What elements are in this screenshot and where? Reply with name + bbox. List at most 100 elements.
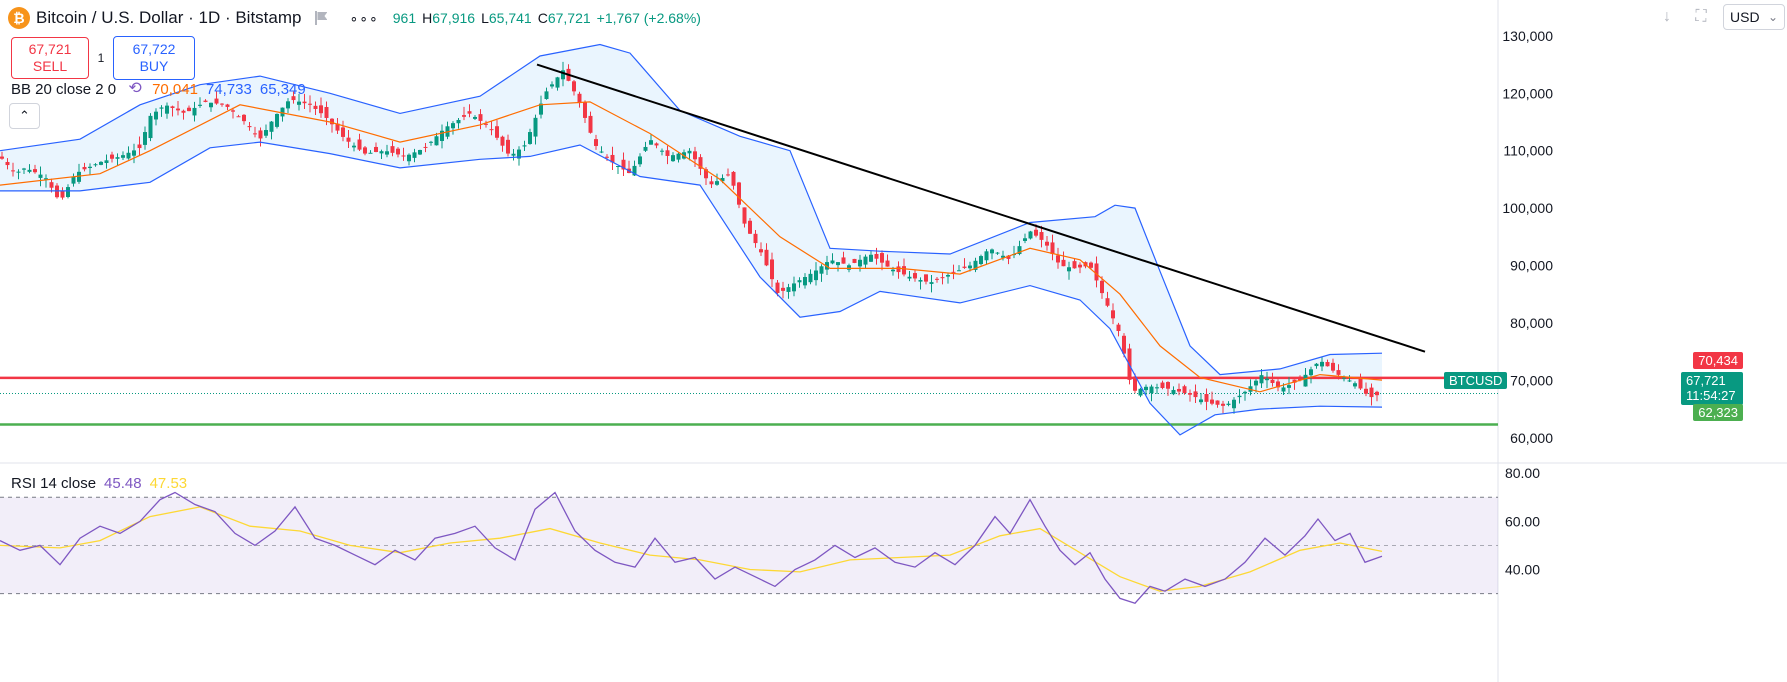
ohlc-values: 961 H67,916 L65,741 C67,721 +1,767 (+2.68%)	[393, 10, 707, 26]
candle	[456, 119, 461, 124]
candle	[319, 105, 323, 114]
candle	[671, 155, 675, 162]
candle	[858, 259, 862, 267]
last-price-value: 67,721	[1686, 373, 1726, 388]
candle	[539, 103, 543, 115]
candle	[132, 150, 136, 156]
price-tick-label: 60,000	[1510, 430, 1553, 446]
bb-band-fill	[0, 44, 1382, 435]
sell-button[interactable]: 67,721 SELL	[11, 37, 89, 79]
buy-button[interactable]: 67,722 BUY	[113, 36, 195, 80]
bb-legend[interactable]: BB 20 close 2 0 ⟲ 70,041 74,733 65,349	[11, 78, 314, 100]
candle	[759, 249, 763, 253]
candle	[280, 107, 285, 117]
open-value: 961	[392, 10, 417, 26]
candle	[1254, 380, 1258, 386]
rsi-name: RSI 14 close	[11, 475, 97, 492]
candle	[1078, 264, 1082, 268]
candle	[968, 265, 972, 269]
symbol-title[interactable]: Bitcoin / U.S. Dollar · 1D · Bitstamp	[36, 8, 302, 27]
rsi-ma-value: 47.53	[149, 475, 188, 492]
candle	[605, 156, 609, 158]
candle	[814, 270, 818, 281]
candle	[385, 151, 389, 155]
candle	[1364, 388, 1368, 394]
candle	[126, 152, 131, 159]
candle	[66, 187, 70, 197]
candle	[1056, 255, 1060, 263]
collapse-legend-button[interactable]: ⌃	[9, 103, 40, 129]
candle	[1336, 370, 1341, 375]
candle	[434, 136, 439, 146]
flag-icon[interactable]	[315, 11, 329, 25]
price-tick-label: 80,000	[1510, 315, 1553, 331]
candle	[775, 282, 780, 293]
candle	[1034, 229, 1038, 236]
candle	[198, 104, 202, 106]
candle	[869, 254, 873, 262]
candle	[187, 107, 191, 112]
candle	[1204, 394, 1209, 402]
candle	[236, 116, 241, 118]
candle	[924, 274, 928, 282]
candle	[957, 270, 961, 272]
candle	[1303, 374, 1308, 387]
candle	[484, 123, 488, 125]
sell-price: 67,721	[28, 41, 72, 57]
candle	[742, 207, 747, 224]
candle	[203, 100, 208, 102]
price-tick-label: 90,000	[1510, 258, 1553, 274]
candle	[137, 144, 142, 149]
candle	[0, 156, 4, 159]
candle	[935, 278, 939, 280]
candle	[1292, 379, 1297, 383]
symbol-header: ₿ Bitcoin / U.S. Dollar · 1D · Bitstamp …	[0, 0, 707, 36]
more-options-icon[interactable]: ∘∘∘	[349, 9, 379, 26]
candle	[27, 169, 32, 172]
candle	[979, 256, 983, 265]
refresh-icon[interactable]: ⟲	[128, 80, 142, 97]
candle	[1287, 385, 1291, 388]
bb-name: BB 20 close 2 0	[11, 80, 117, 98]
buy-price: 67,722	[132, 41, 176, 57]
candle	[588, 115, 593, 133]
candle	[495, 126, 499, 138]
candle	[561, 70, 565, 80]
candle	[44, 178, 48, 180]
candle	[753, 233, 758, 244]
candle	[847, 265, 851, 270]
candle	[654, 143, 659, 146]
candle	[616, 166, 620, 168]
bb-upper-line	[0, 43, 1383, 376]
candle	[572, 81, 576, 92]
candle	[5, 161, 10, 166]
low-value: 65,741	[488, 10, 532, 26]
candle	[159, 107, 164, 109]
candle	[220, 103, 224, 105]
candle	[489, 129, 494, 131]
candle	[544, 91, 549, 100]
rsi-legend[interactable]: RSI 14 close 45.48 47.53	[11, 475, 195, 492]
currency-select[interactable]: USD ⌄	[1723, 4, 1785, 30]
candle	[22, 168, 26, 170]
candle	[1331, 362, 1335, 371]
candle	[962, 266, 967, 268]
arrow-down-icon[interactable]: ↓	[1663, 8, 1671, 25]
candle	[946, 275, 950, 277]
candle	[368, 152, 373, 154]
fullscreen-icon[interactable]: ⛶	[1695, 8, 1707, 25]
candle	[577, 93, 582, 104]
candle	[731, 171, 736, 186]
spread-value: 1	[97, 51, 105, 65]
close-key: C	[537, 10, 548, 26]
candle	[902, 266, 906, 275]
candle	[390, 146, 395, 153]
candle	[38, 174, 43, 178]
candle	[1347, 380, 1352, 382]
candle	[418, 149, 422, 155]
candle	[258, 130, 263, 139]
buy-label: BUY	[139, 58, 169, 74]
resistance-price-label: 70,434	[1693, 352, 1743, 369]
candle	[148, 115, 153, 139]
